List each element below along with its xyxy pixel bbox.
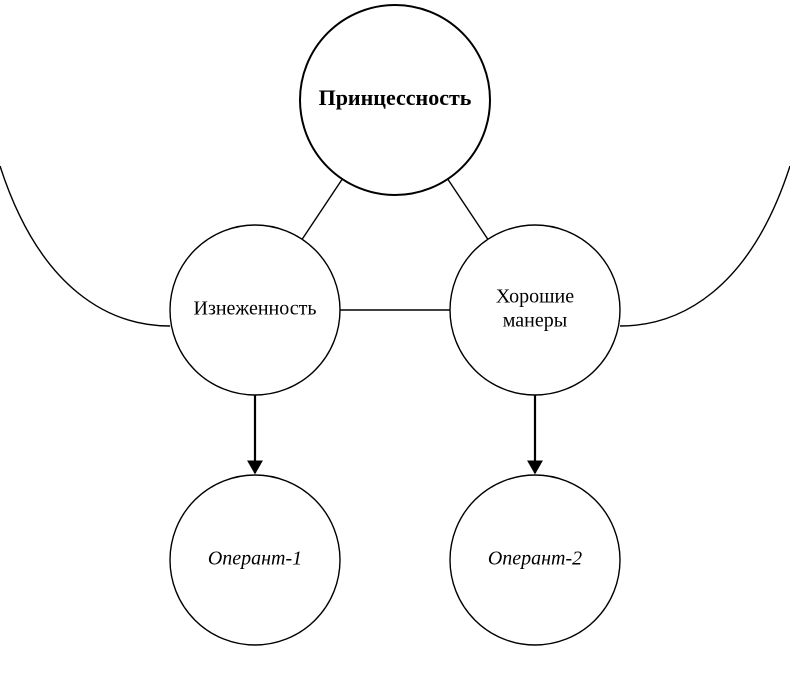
node-label-op1: Оперант-1 — [208, 548, 302, 570]
edge-top-left — [302, 179, 342, 239]
node-op2: Оперант-2 — [450, 475, 620, 645]
node-right: Хорошиеманеры — [450, 225, 620, 395]
node-label-top: Принцессность — [319, 85, 472, 110]
node-top: Принцессность — [300, 5, 490, 195]
node-left: Изнеженность — [170, 225, 340, 395]
edge-top-right — [448, 179, 488, 239]
side-curve-right-swoop — [620, 166, 790, 326]
diagram-canvas: Принцессность Изнеженность Хорошиеманеры Оп… — [0, 0, 790, 693]
node-label-right-line2: манеры — [503, 310, 567, 332]
node-op1: Оперант-1 — [170, 475, 340, 645]
node-label-op2: Оперант-2 — [488, 548, 582, 570]
node-label-right-line1: Хорошие — [496, 286, 574, 308]
side-curve-left-swoop — [0, 166, 170, 326]
node-label-left: Изнеженность — [194, 298, 317, 320]
